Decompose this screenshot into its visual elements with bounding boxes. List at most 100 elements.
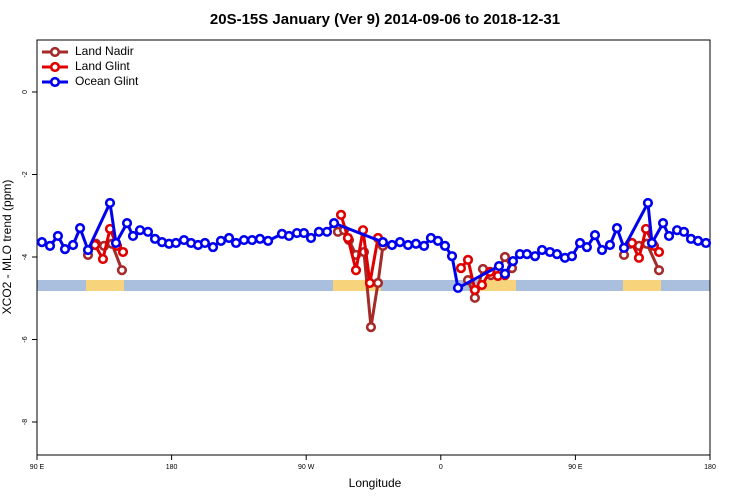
x-tick-label: 180 (704, 464, 716, 471)
data-point (377, 237, 389, 248)
data-point (469, 292, 480, 303)
data-point (692, 235, 704, 246)
data-point (469, 284, 480, 296)
y-tick-label: -8 (22, 419, 29, 425)
data-point (386, 239, 398, 251)
y-axis-label: XCO2 - MLO trend (ppm) (0, 180, 14, 315)
data-point (305, 232, 317, 244)
data-point (646, 237, 658, 249)
data-point (455, 263, 467, 274)
data-point (365, 322, 377, 333)
legend-label: Land Glint (75, 59, 130, 73)
data-point (82, 244, 94, 256)
data-point (700, 237, 712, 249)
y-tick-label: -6 (22, 336, 29, 342)
data-point (342, 232, 354, 244)
data-point (52, 230, 64, 242)
data-point (410, 238, 422, 249)
data-point (581, 241, 593, 253)
data-point (223, 232, 235, 244)
x-tick-label: 90 E (568, 464, 583, 471)
data-point (104, 197, 116, 209)
data-point (215, 235, 227, 246)
land-patch (478, 280, 516, 291)
data-point (246, 234, 258, 246)
data-point (394, 237, 406, 248)
data-point (476, 279, 488, 291)
data-point (596, 244, 608, 256)
data-point (230, 237, 242, 249)
legend-marker (49, 46, 61, 58)
y-tick-label: -4 (22, 254, 29, 260)
data-point (618, 242, 630, 254)
data-point (199, 237, 211, 249)
data-point (653, 265, 665, 276)
data-point (207, 241, 219, 253)
data-point (116, 265, 128, 276)
data-point (121, 218, 133, 229)
data-point (657, 218, 669, 229)
land-patch (86, 280, 124, 291)
data-point (134, 225, 146, 236)
data-point (551, 249, 563, 260)
data-point (640, 223, 652, 235)
legend-marker (49, 61, 61, 73)
data-point (254, 233, 266, 244)
data-point (493, 260, 505, 272)
data-point (117, 246, 129, 258)
data-point (402, 239, 414, 251)
data-point (350, 265, 362, 276)
land-patch (333, 280, 381, 291)
data-point (36, 237, 48, 248)
data-point (262, 235, 274, 246)
plot-frame (36, 39, 711, 456)
data-point (364, 277, 376, 289)
legend-marker (49, 76, 61, 88)
data-point (298, 227, 310, 239)
x-tick-label: 180 (166, 464, 178, 471)
data-point (566, 251, 578, 262)
data-point (574, 237, 586, 249)
data-point (97, 253, 109, 265)
data-point (67, 239, 79, 251)
y-tick-label: 0 (22, 90, 29, 94)
series (36, 197, 712, 294)
data-point (499, 251, 511, 263)
data-point (59, 244, 71, 255)
data-point (589, 230, 601, 241)
x-tick-label: 90 W (298, 464, 315, 471)
data-point (507, 256, 519, 267)
data-point (678, 226, 690, 237)
legend-label: Land Nadir (75, 44, 134, 58)
legend-label: Ocean Glint (75, 74, 139, 88)
data-point (452, 282, 464, 294)
data-point (633, 252, 645, 263)
data-point (462, 254, 474, 265)
data-point (74, 223, 86, 234)
data-point (611, 223, 623, 234)
data-point (372, 277, 384, 289)
x-axis-label: Longitude (349, 476, 402, 490)
data-point (446, 251, 458, 262)
data-point (521, 249, 533, 260)
data-point (432, 235, 444, 246)
data-point (663, 230, 675, 242)
data-point (335, 209, 347, 221)
data-point (328, 218, 340, 229)
data-point (142, 226, 154, 237)
land-patch (623, 280, 661, 291)
data-point (499, 268, 511, 280)
y-tick-label: -2 (22, 171, 29, 177)
data-point (642, 197, 654, 209)
data-point (110, 237, 122, 249)
data-point (604, 239, 616, 251)
data-point (127, 230, 139, 242)
data-point (439, 240, 451, 251)
data-point (418, 240, 430, 251)
data-point (283, 230, 295, 242)
data-point (170, 237, 182, 249)
data-point (44, 240, 56, 251)
data-point (321, 226, 333, 237)
